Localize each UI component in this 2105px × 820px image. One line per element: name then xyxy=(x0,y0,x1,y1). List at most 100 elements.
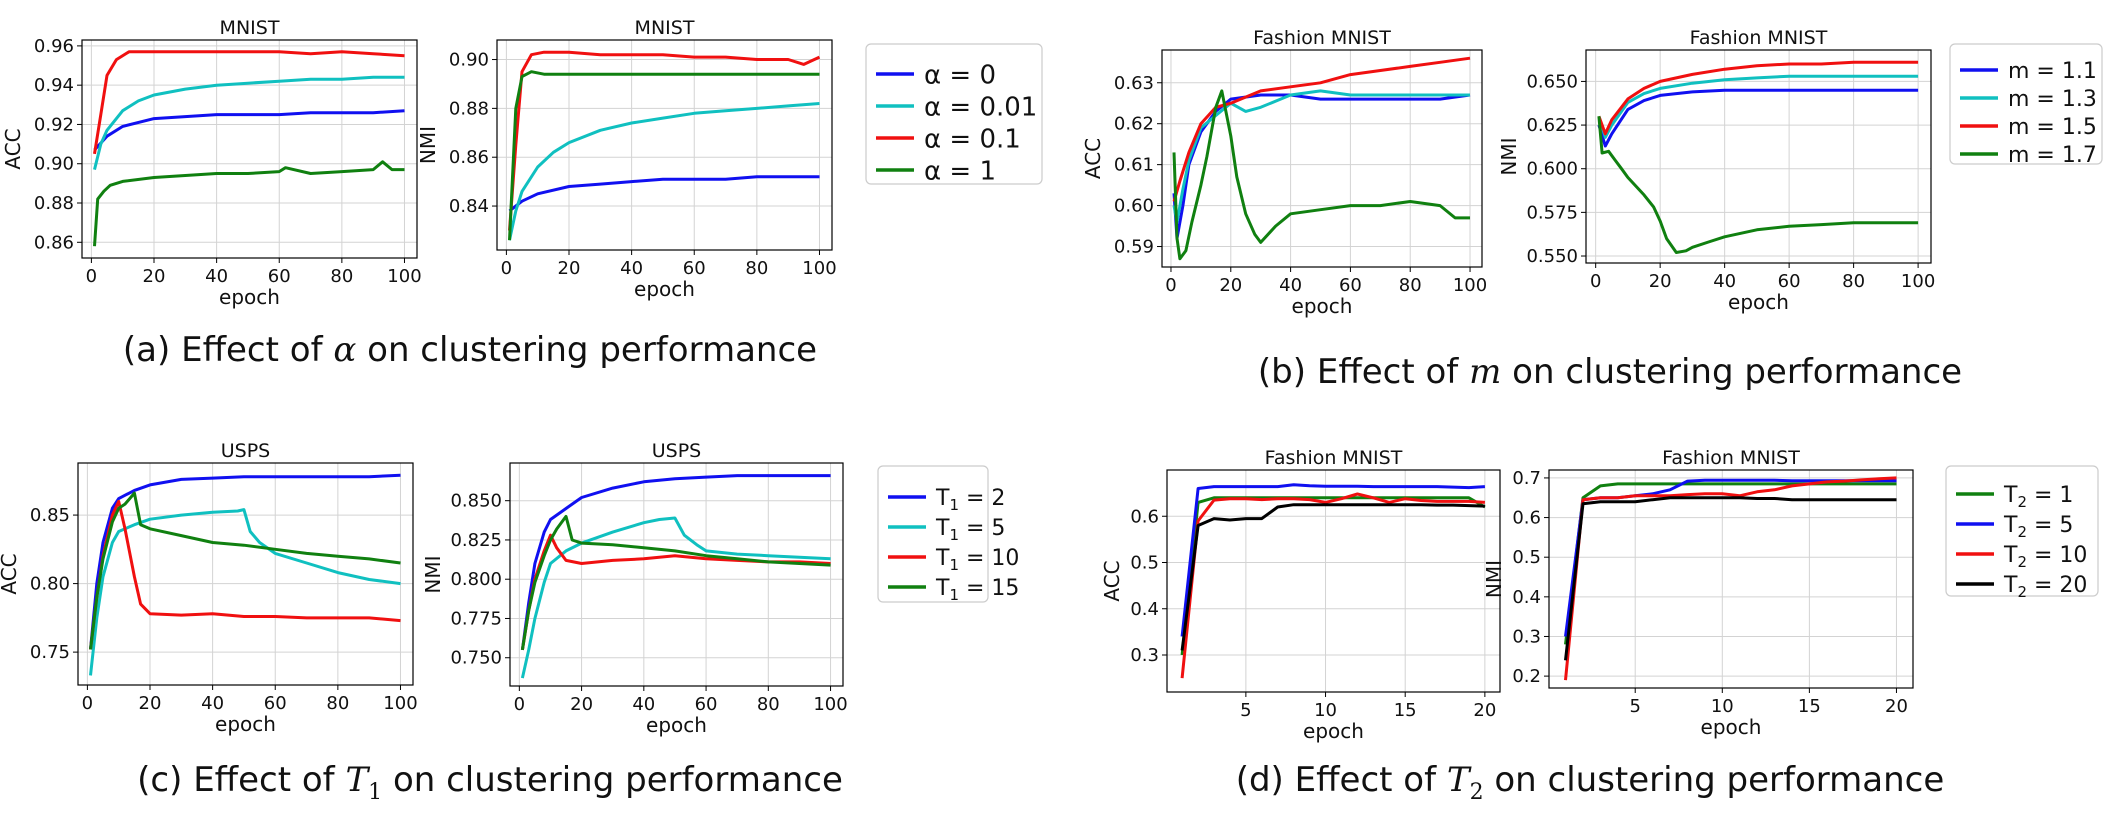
series-line-c1-0 xyxy=(89,473,401,650)
caption-d-pre: Effect of xyxy=(1294,760,1437,800)
x-tick-label: 0 xyxy=(1165,275,1176,296)
x-tick-label: 60 xyxy=(268,266,291,287)
x-tick-label: 40 xyxy=(1279,275,1302,296)
x-tick-label: 80 xyxy=(745,258,768,279)
legend-entry-label: α = 0 xyxy=(924,60,996,90)
legend-entry-label: T1 = 2 xyxy=(935,486,1005,514)
series-line-b2-0 xyxy=(1597,88,1919,148)
y-axis-label: ACC xyxy=(1,128,25,169)
caption-d-symbol-text: T xyxy=(1446,760,1470,800)
y-tick-label: 0.5 xyxy=(1130,553,1159,574)
x-tick-label: 100 xyxy=(813,694,847,715)
legend-entry-label: T2 = 1 xyxy=(2003,483,2073,511)
caption-c-post: on clustering performance xyxy=(392,760,843,800)
plot-frame xyxy=(1161,49,1483,268)
y-tick-label: 0.750 xyxy=(450,648,502,669)
series-line-d2-0 xyxy=(1564,482,1897,645)
x-tick-label: 5 xyxy=(1629,696,1640,717)
x-tick-label: 15 xyxy=(1798,696,1821,717)
x-tick-label: 60 xyxy=(683,258,706,279)
y-tick-label: 0.62 xyxy=(1114,114,1154,135)
caption-c: (c) Effect of T1 on clustering performan… xyxy=(60,760,920,805)
legend-frame xyxy=(865,43,1043,185)
x-tick-label: 100 xyxy=(383,693,417,714)
series-line-c1-3 xyxy=(89,491,401,650)
legend-entry-label: α = 1 xyxy=(924,156,996,186)
y-tick-label: 0.94 xyxy=(34,75,74,96)
x-tick-label: 20 xyxy=(1649,271,1672,292)
y-tick-label: 0.96 xyxy=(34,36,74,57)
chart-d2: 5 10 15 20 0.2 0.3 0.4 0.5 0.6 0.7 Fashion MNIST ep… xyxy=(1482,447,1914,739)
caption-c-symbol-text: T xyxy=(345,760,369,800)
y-tick-label: 0.6 xyxy=(1512,508,1541,529)
x-axis-label: epoch xyxy=(634,277,695,301)
y-tick-label: 0.86 xyxy=(34,232,74,253)
x-tick-label: 100 xyxy=(387,266,421,287)
legend-entry-label: T1 = 5 xyxy=(935,516,1005,544)
x-tick-label: 20 xyxy=(1219,275,1242,296)
plot-frame xyxy=(77,462,414,686)
x-tick-label: 40 xyxy=(201,693,224,714)
y-tick-label: 0.600 xyxy=(1526,159,1578,180)
x-axis-label: epoch xyxy=(1303,719,1364,743)
series-line-b1-1 xyxy=(1172,89,1470,224)
series-line-b1-0 xyxy=(1172,93,1471,240)
series-line-b2-2 xyxy=(1597,60,1919,136)
x-tick-label: 40 xyxy=(205,266,228,287)
x-tick-label: 20 xyxy=(143,266,166,287)
legend-entry-label: m = 1.7 xyxy=(2008,143,2097,168)
series-line-a2-0 xyxy=(508,175,820,213)
legend-entry-label: m = 1.3 xyxy=(2008,87,2097,112)
y-axis-label: ACC xyxy=(0,553,21,594)
x-tick-label: 40 xyxy=(1713,271,1736,292)
y-tick-label: 0.825 xyxy=(450,530,502,551)
y-tick-label: 0.6 xyxy=(1130,506,1159,527)
chart-b2: 0 20 40 60 80 100 0.550 0.575 0.600 0.625 0.650 Fas… xyxy=(1497,27,1935,314)
caption-d-symbol: T2 xyxy=(1446,760,1484,805)
y-tick-label: 0.88 xyxy=(449,98,489,119)
caption-b-label: (b) xyxy=(1257,352,1307,392)
series-line-a1-2 xyxy=(93,50,405,155)
series-line-d2-1 xyxy=(1564,478,1897,637)
caption-a: (a) Effect of α on clustering performanc… xyxy=(60,330,880,370)
x-tick-label: 20 xyxy=(139,693,162,714)
series-line-a1-3 xyxy=(93,160,405,247)
y-tick-label: 0.61 xyxy=(1114,155,1154,176)
x-tick-label: 10 xyxy=(1314,700,1337,721)
caption-a-pre: Effect of xyxy=(181,330,323,370)
series-line-c1-1 xyxy=(89,508,401,676)
caption-c-pre: Effect of xyxy=(193,760,335,800)
legend-entry-label: T1 = 10 xyxy=(935,546,1019,574)
x-tick-label: 20 xyxy=(570,694,593,715)
caption-c-label: (c) xyxy=(137,760,183,800)
plot-frame xyxy=(496,39,833,251)
y-tick-label: 0.59 xyxy=(1114,237,1154,258)
legend-frame xyxy=(1945,465,2099,597)
legend-entry-label: T2 = 10 xyxy=(2003,543,2087,571)
series-line-a2-1 xyxy=(508,102,820,241)
x-axis-label: epoch xyxy=(646,713,707,737)
y-tick-label: 0.7 xyxy=(1512,468,1541,489)
series-line-a1-0 xyxy=(93,109,405,152)
y-tick-label: 0.63 xyxy=(1114,73,1154,94)
x-tick-label: 40 xyxy=(632,694,655,715)
y-tick-label: 0.4 xyxy=(1512,587,1541,608)
caption-b-post: on clustering performance xyxy=(1512,352,1963,392)
x-tick-label: 80 xyxy=(757,694,780,715)
caption-c-symbol-sub: 1 xyxy=(368,779,383,805)
x-tick-label: 80 xyxy=(326,693,349,714)
y-tick-label: 0.5 xyxy=(1512,547,1541,568)
y-tick-label: 0.90 xyxy=(449,50,489,71)
plot-frame xyxy=(1585,49,1932,264)
y-axis-label: NMI xyxy=(416,126,440,164)
y-axis-label: NMI xyxy=(1482,560,1506,598)
caption-d-post: on clustering performance xyxy=(1494,760,1945,800)
y-axis-label: NMI xyxy=(421,555,445,593)
legend-entry-label: α = 0.01 xyxy=(924,92,1037,122)
series-line-d1-1 xyxy=(1180,483,1485,637)
caption-b: (b) Effect of m on clustering performanc… xyxy=(1160,352,2060,392)
y-tick-label: 0.90 xyxy=(34,154,74,175)
x-tick-label: 60 xyxy=(695,694,718,715)
